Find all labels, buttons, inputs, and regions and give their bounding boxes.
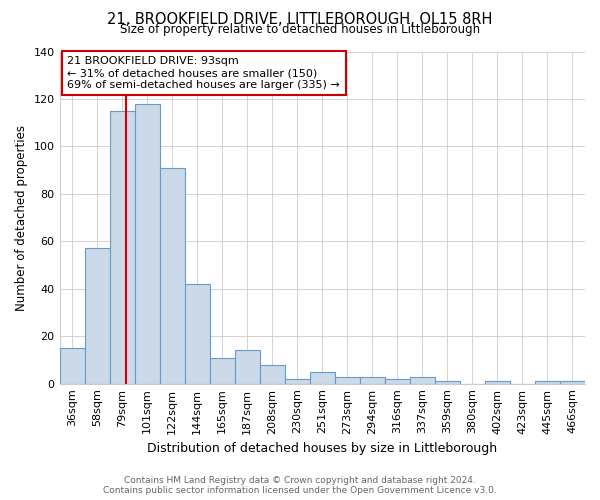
Bar <box>185 284 209 384</box>
Text: 21, BROOKFIELD DRIVE, LITTLEBOROUGH, OL15 8RH: 21, BROOKFIELD DRIVE, LITTLEBOROUGH, OL1… <box>107 12 493 28</box>
Bar <box>235 350 260 384</box>
Y-axis label: Number of detached properties: Number of detached properties <box>15 124 28 310</box>
Bar <box>535 382 560 384</box>
X-axis label: Distribution of detached houses by size in Littleborough: Distribution of detached houses by size … <box>147 442 497 455</box>
Bar <box>110 111 134 384</box>
Bar <box>435 382 460 384</box>
Text: Contains HM Land Registry data © Crown copyright and database right 2024.
Contai: Contains HM Land Registry data © Crown c… <box>103 476 497 495</box>
Bar <box>310 372 335 384</box>
Bar <box>59 348 85 384</box>
Text: Size of property relative to detached houses in Littleborough: Size of property relative to detached ho… <box>120 22 480 36</box>
Bar <box>485 382 510 384</box>
Bar <box>260 364 285 384</box>
Bar <box>160 168 185 384</box>
Bar <box>360 376 385 384</box>
Text: 21 BROOKFIELD DRIVE: 93sqm
← 31% of detached houses are smaller (150)
69% of sem: 21 BROOKFIELD DRIVE: 93sqm ← 31% of deta… <box>67 56 340 90</box>
Bar <box>209 358 235 384</box>
Bar <box>335 376 360 384</box>
Bar <box>285 379 310 384</box>
Bar <box>560 382 585 384</box>
Bar <box>134 104 160 384</box>
Bar <box>385 379 410 384</box>
Bar <box>85 248 110 384</box>
Bar <box>410 376 435 384</box>
